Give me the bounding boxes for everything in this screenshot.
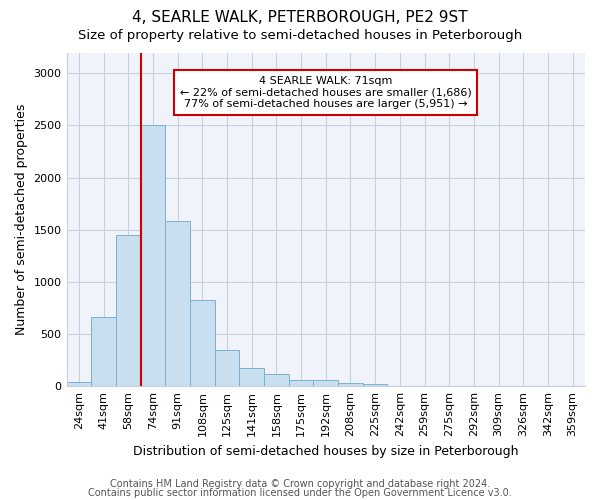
Bar: [190, 300, 215, 386]
Bar: [338, 382, 363, 386]
Text: 4, SEARLE WALK, PETERBOROUGH, PE2 9ST: 4, SEARLE WALK, PETERBOROUGH, PE2 9ST: [132, 10, 468, 25]
Bar: [363, 384, 388, 386]
Bar: [116, 235, 140, 386]
Text: 4 SEARLE WALK: 71sqm
← 22% of semi-detached houses are smaller (1,686)
77% of se: 4 SEARLE WALK: 71sqm ← 22% of semi-detac…: [180, 76, 472, 109]
Bar: [239, 368, 264, 386]
Bar: [67, 382, 91, 386]
X-axis label: Distribution of semi-detached houses by size in Peterborough: Distribution of semi-detached houses by …: [133, 444, 518, 458]
Y-axis label: Number of semi-detached properties: Number of semi-detached properties: [15, 104, 28, 335]
Bar: [140, 126, 165, 386]
Bar: [289, 380, 313, 386]
Bar: [264, 374, 289, 386]
Text: Contains HM Land Registry data © Crown copyright and database right 2024.: Contains HM Land Registry data © Crown c…: [110, 479, 490, 489]
Text: Contains public sector information licensed under the Open Government Licence v3: Contains public sector information licen…: [88, 488, 512, 498]
Bar: [215, 350, 239, 386]
Text: Size of property relative to semi-detached houses in Peterborough: Size of property relative to semi-detach…: [78, 29, 522, 42]
Bar: [165, 222, 190, 386]
Bar: [91, 318, 116, 386]
Bar: [313, 380, 338, 386]
